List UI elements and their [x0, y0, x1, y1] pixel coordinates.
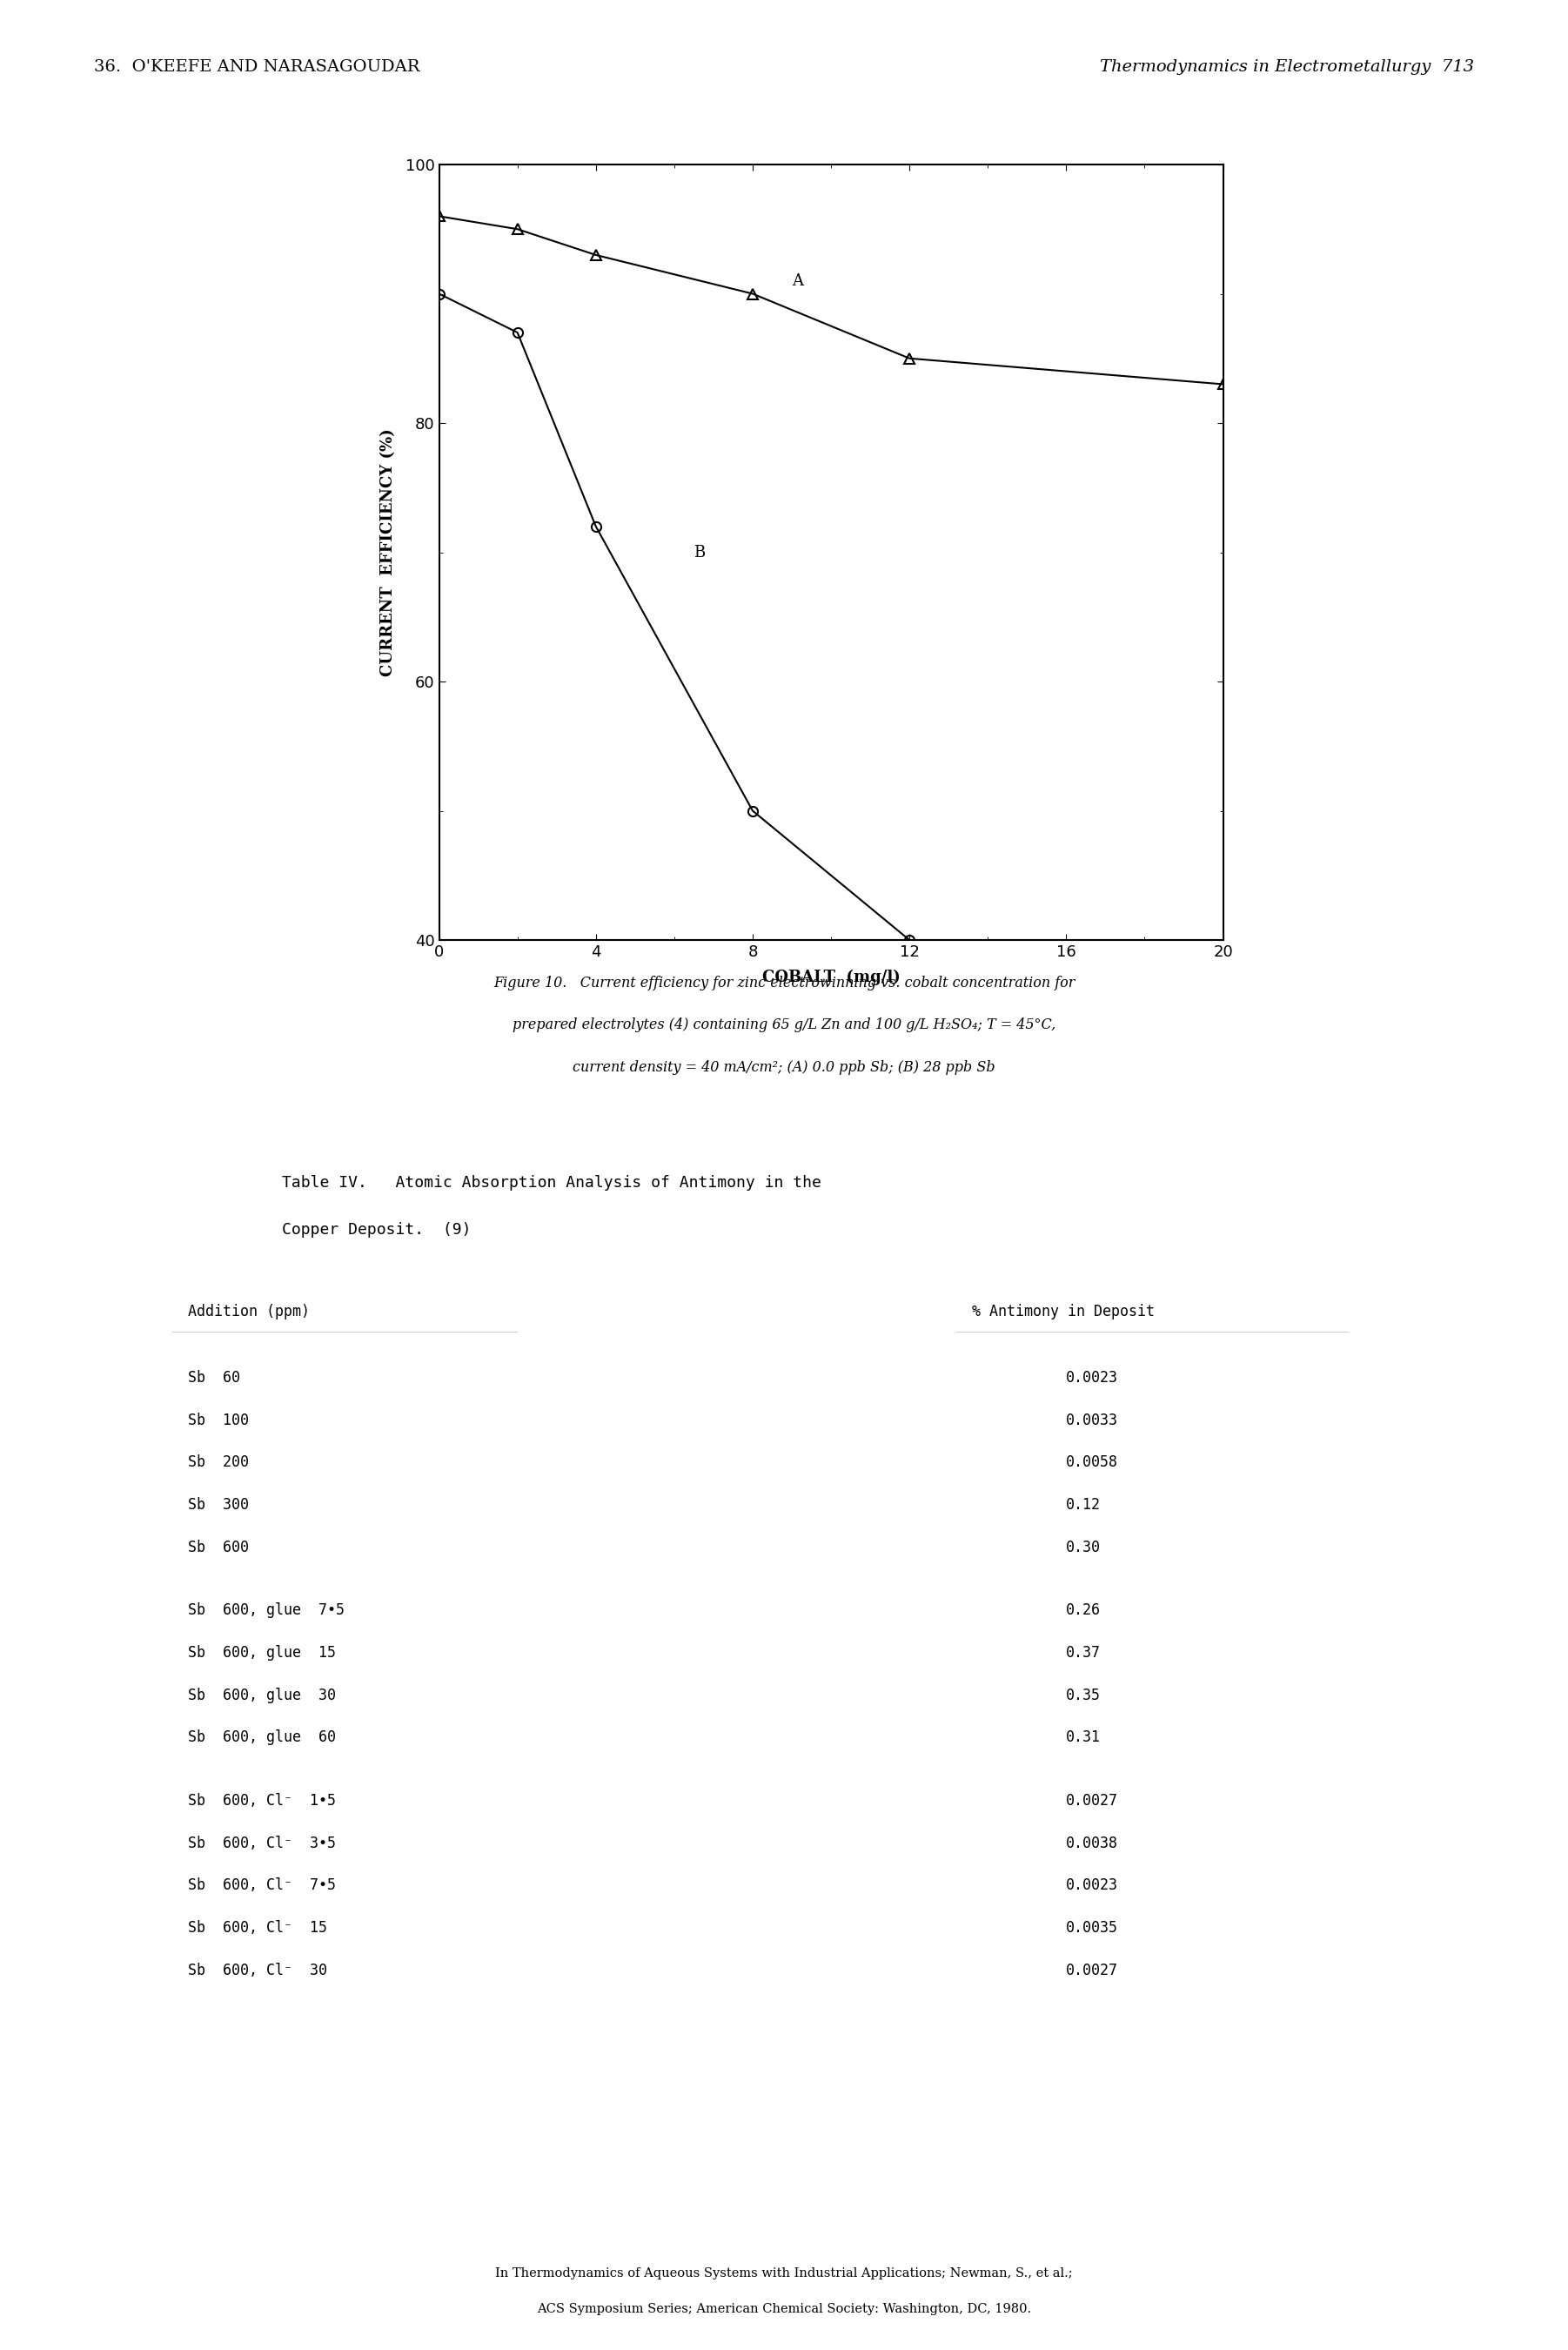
Text: A: A	[792, 273, 803, 289]
Text: Sb  600, Cl⁻  3•5: Sb 600, Cl⁻ 3•5	[188, 1835, 336, 1852]
Text: B: B	[693, 545, 706, 559]
Text: Sb  600, Cl⁻  7•5: Sb 600, Cl⁻ 7•5	[188, 1878, 336, 1894]
Text: 0.0033: 0.0033	[1066, 1412, 1118, 1429]
Text: 0.0058: 0.0058	[1066, 1455, 1118, 1471]
Text: current density = 40 mA/cm²; (A) 0.0 ppb Sb; (B) 28 ppb Sb: current density = 40 mA/cm²; (A) 0.0 ppb…	[572, 1060, 996, 1074]
Text: Copper Deposit.  (9): Copper Deposit. (9)	[282, 1222, 472, 1238]
Text: 0.0038: 0.0038	[1066, 1835, 1118, 1852]
Text: Sb  600, glue  7•5: Sb 600, glue 7•5	[188, 1603, 345, 1619]
Text: Sb  100: Sb 100	[188, 1412, 249, 1429]
Y-axis label: CURRENT  EFFICIENCY (%): CURRENT EFFICIENCY (%)	[379, 428, 395, 677]
Text: Thermodynamics in Electrometallurgy  713: Thermodynamics in Electrometallurgy 713	[1099, 59, 1474, 75]
Text: prepared electrolytes (4) containing 65 g/L Zn and 100 g/L H₂SO₄; T = 45°C,: prepared electrolytes (4) containing 65 …	[513, 1018, 1055, 1032]
Text: Sb  600: Sb 600	[188, 1539, 249, 1556]
Text: ACS Symposium Series; American Chemical Society: Washington, DC, 1980.: ACS Symposium Series; American Chemical …	[536, 2303, 1032, 2315]
Text: Sb  600, glue  30: Sb 600, glue 30	[188, 1687, 336, 1704]
Text: 0.0035: 0.0035	[1066, 1920, 1118, 1936]
Text: Sb  60: Sb 60	[188, 1370, 240, 1386]
Text: 0.0023: 0.0023	[1066, 1370, 1118, 1386]
Text: 0.26: 0.26	[1066, 1603, 1101, 1619]
Text: 0.0027: 0.0027	[1066, 1793, 1118, 1810]
Text: Sb  600, Cl⁻  30: Sb 600, Cl⁻ 30	[188, 1962, 328, 1979]
X-axis label: COBALT  (mg/l): COBALT (mg/l)	[762, 971, 900, 985]
Text: % Antimony in Deposit: % Antimony in Deposit	[972, 1304, 1156, 1321]
Text: In Thermodynamics of Aqueous Systems with Industrial Applications; Newman, S., e: In Thermodynamics of Aqueous Systems wit…	[495, 2268, 1073, 2280]
Text: 0.12: 0.12	[1066, 1497, 1101, 1513]
Text: 0.35: 0.35	[1066, 1687, 1101, 1704]
Text: Addition (ppm): Addition (ppm)	[188, 1304, 310, 1321]
Text: Figure 10.   Current efficiency for zinc electrowinning vs. cobalt concentration: Figure 10. Current efficiency for zinc e…	[494, 975, 1074, 989]
Text: 0.31: 0.31	[1066, 1730, 1101, 1746]
Text: Sb  600, glue  15: Sb 600, glue 15	[188, 1645, 336, 1661]
Text: 0.30: 0.30	[1066, 1539, 1101, 1556]
Text: Table IV.   Atomic Absorption Analysis of Antimony in the: Table IV. Atomic Absorption Analysis of …	[282, 1175, 822, 1191]
Text: Sb  600, Cl⁻  1•5: Sb 600, Cl⁻ 1•5	[188, 1793, 336, 1810]
Text: Sb  200: Sb 200	[188, 1455, 249, 1471]
Text: 0.0027: 0.0027	[1066, 1962, 1118, 1979]
Text: Sb  300: Sb 300	[188, 1497, 249, 1513]
Text: 0.0023: 0.0023	[1066, 1878, 1118, 1894]
Text: 0.37: 0.37	[1066, 1645, 1101, 1661]
Text: Sb  600, glue  60: Sb 600, glue 60	[188, 1730, 336, 1746]
Text: Sb  600, Cl⁻  15: Sb 600, Cl⁻ 15	[188, 1920, 328, 1936]
Text: 36.  O'KEEFE AND NARASAGOUDAR: 36. O'KEEFE AND NARASAGOUDAR	[94, 59, 420, 75]
